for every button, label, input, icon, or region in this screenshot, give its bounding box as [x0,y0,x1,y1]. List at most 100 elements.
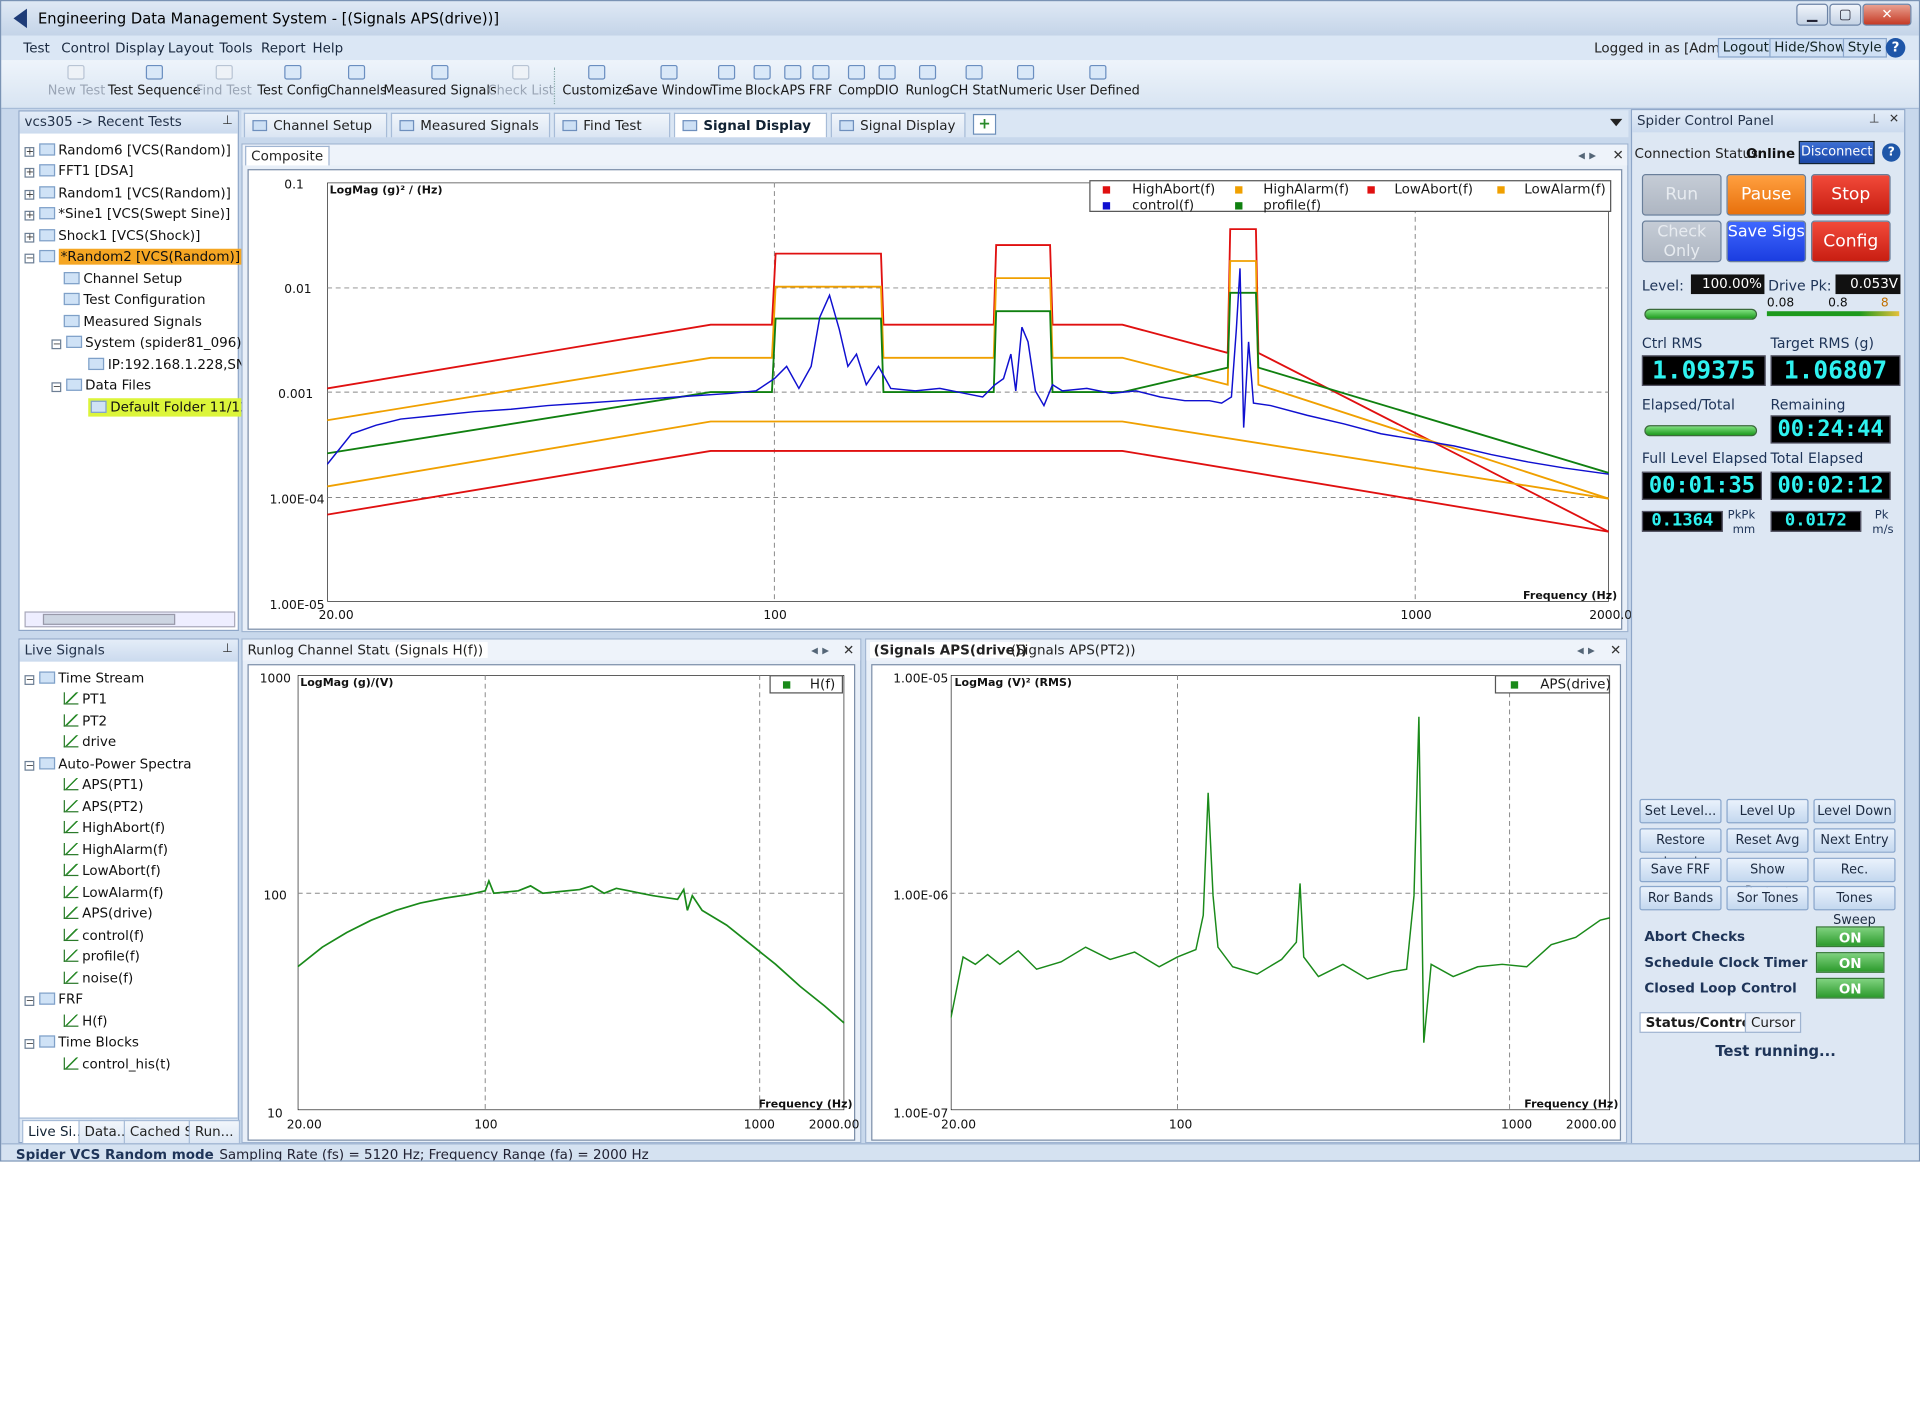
signal-item[interactable]: APS(PT1) [63,777,143,793]
signal-item[interactable]: APS(drive) [63,905,153,921]
nav-arrows-icon[interactable]: ◂ ▸ [1578,147,1597,163]
check-only-button[interactable]: Check Only [1641,220,1722,263]
tree-item-random6[interactable]: + Random6 [VCS(Random)] [24,142,231,159]
menu-layout[interactable]: Layout [167,40,214,57]
composite-tab[interactable]: Composite [245,145,330,166]
tb-measured-signals[interactable]: Measured Signals [384,64,497,98]
tree-item-channel-setup[interactable]: Channel Setup [63,271,182,287]
group-time-blocks[interactable]: − Time Blocks [24,1034,139,1051]
hide-show-button[interactable]: Hide/Show [1769,37,1851,58]
level-up-button[interactable]: Level Up [1726,798,1809,824]
tb-ch-stat[interactable]: CH Stat [950,64,999,98]
tb-comp[interactable]: Comp [838,64,876,98]
config-button[interactable]: Config [1810,220,1891,263]
style-button[interactable]: Style [1842,37,1887,58]
group-time-stream[interactable]: − Time Stream [24,670,145,687]
tb-find-test[interactable]: Find Test [196,64,252,98]
close-icon[interactable]: ✕ [1610,642,1622,658]
tree-item-data-files[interactable]: − Data Files [51,377,152,394]
expand-icon[interactable]: + [24,145,35,157]
signal-item[interactable]: profile(f) [63,948,140,964]
help-icon[interactable]: ? [1885,37,1906,58]
close-icon[interactable]: ✕ [843,642,855,658]
tab-signal-display[interactable]: Signal Display [830,112,966,138]
expand-icon[interactable]: + [24,231,35,243]
tree-item-ip[interactable]: IP:192.168.1.228,SN:6 [88,357,259,372]
collapse-icon[interactable]: − [24,252,35,264]
signal-item[interactable]: H(f) [63,1013,108,1029]
menu-report[interactable]: Report [260,40,306,57]
menu-tools[interactable]: Tools [219,40,253,57]
maximize-button[interactable]: ▢ [1829,3,1862,26]
collapse-icon[interactable]: − [24,994,35,1006]
tb-block[interactable]: Block [745,64,780,98]
help-icon[interactable]: ? [1882,143,1901,162]
tb-frf[interactable]: FRF [809,64,832,98]
tab-cursor[interactable]: Cursor [1744,1012,1802,1033]
pin-icon[interactable]: ⊥ [222,642,233,656]
tb-dio[interactable]: DIO [875,64,899,98]
tb-runlog[interactable]: Runlog [905,64,950,98]
expand-icon[interactable]: + [24,188,35,200]
pin-icon[interactable]: ⊥ [222,113,233,128]
save-frf-button[interactable]: Save FRF [1639,857,1722,883]
reset-avg-button[interactable]: Reset Avg [1726,828,1809,853]
tb-channels[interactable]: Channels [327,64,387,98]
tb-user-defined[interactable]: User Defined [1056,64,1140,98]
tree-item-measured-signals[interactable]: Measured Signals [63,314,202,330]
rec-button[interactable]: Rec. [1813,857,1896,883]
collapse-icon[interactable]: − [51,338,62,350]
collapse-icon[interactable]: − [24,1037,35,1049]
signal-item[interactable]: PT2 [63,713,107,729]
tab-signal-display-active[interactable]: Signal Display [673,112,828,138]
tab-dropdown-icon[interactable] [1610,118,1623,127]
tree-item-fft1[interactable]: + FFT1 [DSA] [24,162,134,179]
close-icon[interactable]: ✕ [1888,112,1900,127]
tab-find-test[interactable]: Find Test [553,112,671,138]
collapse-icon[interactable]: − [24,673,35,685]
signal-item[interactable]: LowAbort(f) [63,863,161,879]
aps-plot[interactable]: 1.00E-05 1.00E-06 1.00E-07 20.00 100 100… [871,664,1622,1141]
menu-help[interactable]: Help [312,40,344,57]
group-frf[interactable]: − FRF [24,991,84,1008]
run-button[interactable]: Run [1641,173,1722,216]
signal-item[interactable]: APS(PT2) [63,799,143,815]
tab-measured-signals[interactable]: Measured Signals [390,112,551,138]
set-level-button[interactable]: Set Level... [1639,798,1722,824]
tab-runlog[interactable]: Runlog [247,642,294,658]
tree-item-test-configuration[interactable]: Test Configuration [63,292,206,308]
minimize-button[interactable]: ▁ [1796,3,1829,26]
disconnect-button[interactable]: Disconnect [1798,140,1875,165]
schedule-clock-timer-toggle[interactable]: ON [1815,952,1885,973]
tb-check-list[interactable]: Check List [488,64,554,98]
signal-item[interactable]: noise(f) [63,970,133,986]
tb-test-sequence[interactable]: Test Sequence [108,64,201,98]
next-entry-button[interactable]: Next Entry [1813,828,1896,853]
tb-aps[interactable]: APS [781,64,805,98]
logout-button[interactable]: Logout [1717,37,1774,58]
tree-item-random1[interactable]: + Random1 [VCS(Random)] [24,185,231,201]
level-down-button[interactable]: Level Down [1813,798,1896,824]
collapse-icon[interactable]: − [24,759,35,771]
pin-icon[interactable]: ⊥ [1868,112,1880,127]
close-button[interactable]: ✕ [1862,3,1912,26]
frf-plot[interactable]: 1000 100 10 20.00 100 1000 2000.00 LogMa… [247,664,859,1141]
add-tab-icon[interactable]: + [972,113,997,135]
stop-button[interactable]: Stop [1810,173,1891,216]
tb-save-window[interactable]: Save Window [626,64,713,98]
tab-channel-status[interactable]: Channel Status [297,642,401,658]
nav-arrows-icon[interactable]: ◂ ▸ [1576,642,1595,658]
abort-checks-toggle[interactable]: ON [1815,926,1885,948]
signal-item[interactable]: HighAbort(f) [63,820,165,836]
tree-item-default-folder[interactable]: Default Folder 11/12/2 [88,398,265,417]
tab-signals-aps-drive[interactable]: (Signals APS(drive)) [869,642,1031,658]
tb-customize[interactable]: Customize [562,64,630,98]
pause-button[interactable]: Pause [1726,173,1807,216]
signal-item[interactable]: control(f) [63,928,144,943]
sor-tones-button[interactable]: Sor Tones [1726,885,1809,911]
collapse-icon[interactable]: − [51,381,62,393]
tab-run[interactable]: Run... [188,1119,240,1145]
ror-bands-button[interactable]: Ror Bands [1639,885,1722,911]
signal-item[interactable]: HighAlarm(f) [63,842,168,858]
closed-loop-control-toggle[interactable]: ON [1815,977,1885,999]
